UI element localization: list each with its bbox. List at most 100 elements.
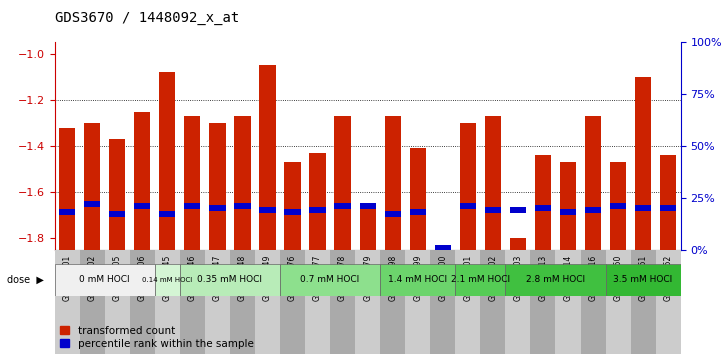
Text: GSM387646: GSM387646 xyxy=(188,255,197,301)
Bar xyxy=(555,250,580,354)
Text: GDS3670 / 1448092_x_at: GDS3670 / 1448092_x_at xyxy=(55,11,239,25)
Bar xyxy=(155,264,180,296)
Bar xyxy=(84,201,100,207)
Bar xyxy=(230,250,255,354)
Bar xyxy=(480,250,505,354)
Bar xyxy=(610,203,626,209)
Bar xyxy=(410,148,426,250)
Bar xyxy=(660,155,676,250)
Bar xyxy=(109,211,125,217)
Bar xyxy=(109,139,125,250)
Bar xyxy=(606,264,681,296)
Bar xyxy=(405,250,430,354)
Text: GSM387649: GSM387649 xyxy=(263,255,272,301)
Text: GSM387714: GSM387714 xyxy=(563,255,572,301)
Text: GSM387648: GSM387648 xyxy=(238,255,247,301)
Bar xyxy=(205,250,230,354)
Bar xyxy=(84,123,100,250)
Text: 3.5 mM HOCl: 3.5 mM HOCl xyxy=(614,275,673,284)
Bar xyxy=(259,65,276,250)
Text: GSM387699: GSM387699 xyxy=(414,255,422,301)
Text: 0.7 mM HOCl: 0.7 mM HOCl xyxy=(301,275,360,284)
Bar xyxy=(585,207,601,213)
Text: GSM387701: GSM387701 xyxy=(463,255,472,301)
Bar xyxy=(610,162,626,250)
Text: GSM387698: GSM387698 xyxy=(388,255,397,301)
Text: dose  ▶: dose ▶ xyxy=(7,275,44,285)
Bar xyxy=(384,116,401,250)
Bar xyxy=(285,162,301,250)
Bar xyxy=(285,210,301,215)
Bar xyxy=(380,264,455,296)
Bar xyxy=(330,250,355,354)
Bar xyxy=(280,264,380,296)
Text: GSM387645: GSM387645 xyxy=(163,255,172,301)
Bar xyxy=(309,153,325,250)
Bar xyxy=(159,211,175,217)
Bar xyxy=(59,128,75,250)
Bar xyxy=(59,210,75,215)
Bar xyxy=(384,211,401,217)
Bar xyxy=(280,250,305,354)
Text: GSM387752: GSM387752 xyxy=(664,255,673,301)
Bar xyxy=(580,250,606,354)
Bar xyxy=(459,203,476,209)
Text: GSM387647: GSM387647 xyxy=(213,255,222,301)
Bar xyxy=(234,116,250,250)
Bar xyxy=(55,264,155,296)
Bar xyxy=(305,250,330,354)
Bar xyxy=(485,116,501,250)
Text: GSM387606: GSM387606 xyxy=(138,255,147,301)
Bar xyxy=(535,205,551,211)
Bar xyxy=(380,250,405,354)
Bar xyxy=(105,250,130,354)
Bar xyxy=(510,238,526,250)
Bar xyxy=(159,73,175,250)
Bar xyxy=(79,250,105,354)
Bar xyxy=(184,203,200,209)
Bar xyxy=(360,204,376,250)
Bar xyxy=(535,155,551,250)
Text: GSM387677: GSM387677 xyxy=(313,255,322,301)
Bar xyxy=(180,250,205,354)
Bar xyxy=(656,250,681,354)
Text: 0.35 mM HOCl: 0.35 mM HOCl xyxy=(197,275,262,284)
Bar xyxy=(505,264,606,296)
Bar xyxy=(635,77,652,250)
Text: GSM387601: GSM387601 xyxy=(63,255,71,301)
Bar xyxy=(455,250,480,354)
Legend: transformed count, percentile rank within the sample: transformed count, percentile rank withi… xyxy=(60,326,253,349)
Bar xyxy=(184,116,200,250)
Text: GSM387605: GSM387605 xyxy=(113,255,122,301)
Text: GSM387700: GSM387700 xyxy=(438,255,447,301)
Bar xyxy=(134,203,151,209)
Bar xyxy=(209,123,226,250)
Text: GSM387702: GSM387702 xyxy=(488,255,497,301)
Bar xyxy=(309,207,325,213)
Text: 2.8 mM HOCl: 2.8 mM HOCl xyxy=(526,275,585,284)
Bar xyxy=(130,250,155,354)
Bar xyxy=(560,162,576,250)
Bar xyxy=(134,112,151,250)
Bar xyxy=(410,210,426,215)
Bar xyxy=(259,207,276,213)
Text: GSM387750: GSM387750 xyxy=(614,255,622,301)
Bar xyxy=(505,250,531,354)
Text: GSM387713: GSM387713 xyxy=(539,255,547,301)
Text: GSM387703: GSM387703 xyxy=(513,255,523,301)
Text: GSM387679: GSM387679 xyxy=(363,255,372,301)
Bar xyxy=(455,264,505,296)
Text: GSM387678: GSM387678 xyxy=(338,255,347,301)
Text: 2.1 mM HOCl: 2.1 mM HOCl xyxy=(451,275,510,284)
Text: GSM387676: GSM387676 xyxy=(288,255,297,301)
Text: GSM387602: GSM387602 xyxy=(87,255,97,301)
Bar xyxy=(560,210,576,215)
Bar xyxy=(635,205,652,211)
Bar xyxy=(334,203,351,209)
Text: 1.4 mM HOCl: 1.4 mM HOCl xyxy=(388,275,447,284)
Bar xyxy=(255,250,280,354)
Bar xyxy=(510,207,526,213)
Bar xyxy=(234,203,250,209)
Bar xyxy=(435,245,451,250)
Bar xyxy=(334,116,351,250)
